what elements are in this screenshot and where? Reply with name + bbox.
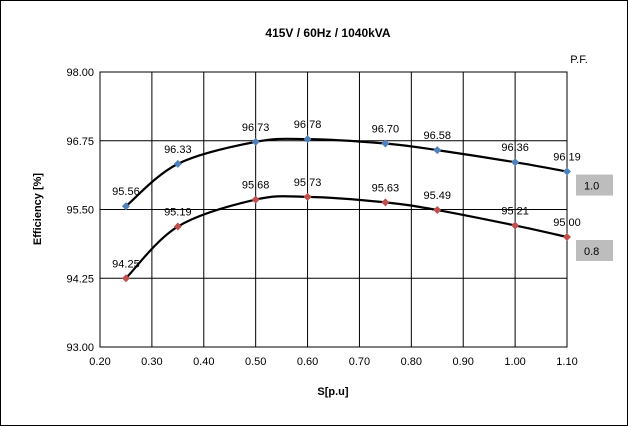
data-label: 95.56 — [112, 186, 140, 198]
data-point — [303, 192, 312, 201]
plot-area-border — [99, 71, 568, 348]
chart-title: 415V / 60Hz / 1040kVA — [265, 26, 391, 40]
x-tick-label: 0.90 — [453, 356, 474, 368]
x-tick-label: 1.10 — [556, 356, 577, 368]
series-layer: 95.56 96.33 96.73 96.78 96.70 96.58 96.36 96.19… — [112, 119, 581, 283]
y-tick-label: 96.75 — [66, 136, 94, 148]
data-point — [433, 146, 442, 155]
data-label: 96.78 — [294, 119, 322, 131]
data-label: 96.58 — [424, 130, 452, 142]
y-axis-title: Efficiency [%] — [32, 173, 44, 245]
y-tick-label: 95.50 — [66, 205, 94, 217]
x-tick-label: 0.40 — [193, 356, 214, 368]
data-point — [563, 233, 571, 241]
y-tick-label: 93.00 — [66, 342, 94, 354]
legend-title: P.F. — [570, 54, 588, 66]
legend-label: 1.0 — [584, 181, 599, 193]
data-label: 95.21 — [501, 205, 529, 217]
data-label: 96.73 — [242, 122, 270, 134]
data-point — [563, 167, 571, 176]
data-point — [251, 137, 260, 146]
y-tick-label: 98.00 — [66, 67, 94, 79]
data-label: 94.25 — [112, 258, 140, 270]
data-point — [381, 139, 390, 148]
data-point — [381, 198, 390, 207]
data-label: 95.00 — [553, 217, 581, 229]
x-tick-label: 0.30 — [141, 356, 162, 368]
grid — [99, 71, 568, 348]
data-point — [251, 195, 260, 204]
x-tick-label: 0.20 — [89, 356, 110, 368]
data-point — [121, 274, 130, 283]
data-label: 95.49 — [424, 190, 452, 202]
series-line — [125, 195, 568, 280]
x-tick-label: 1.00 — [504, 356, 525, 368]
data-point — [121, 202, 130, 211]
data-label: 95.68 — [242, 180, 270, 192]
data-label: 95.19 — [164, 207, 192, 219]
series-0.8: 94.25 95.19 95.68 95.73 95.63 95.49 95.21 95.00 — [112, 177, 581, 283]
data-point — [303, 135, 312, 144]
x-tick-label: 0.60 — [297, 356, 318, 368]
data-point — [511, 221, 520, 230]
data-label: 96.19 — [553, 152, 581, 164]
data-point — [173, 222, 182, 231]
x-tick-label: 0.70 — [349, 356, 370, 368]
y-tick-label: 94.25 — [66, 273, 94, 285]
data-label: 96.36 — [501, 142, 529, 154]
legend: 1.0 0.8 — [576, 174, 613, 261]
data-point — [433, 206, 442, 215]
data-label: 95.73 — [294, 177, 322, 189]
legend-label: 0.8 — [584, 246, 599, 258]
x-tick-label: 0.50 — [245, 356, 266, 368]
legend-box — [576, 240, 613, 261]
x-tick-label: 0.80 — [401, 356, 422, 368]
data-label: 96.70 — [372, 124, 400, 136]
series-line — [125, 137, 568, 208]
data-label: 96.33 — [164, 144, 192, 156]
data-label: 95.63 — [372, 182, 400, 194]
tick-labels: 0.20 0.30 0.40 0.50 0.60 0.70 0.80 0.90 1.00 1.10… — [66, 67, 577, 368]
data-point — [511, 158, 520, 167]
legend-box — [576, 174, 613, 196]
data-point — [173, 159, 182, 168]
x-axis-title: S[p.u] — [317, 386, 348, 398]
series-1.0: 95.56 96.33 96.73 96.78 96.70 96.58 96.36 96.19 — [112, 119, 581, 211]
